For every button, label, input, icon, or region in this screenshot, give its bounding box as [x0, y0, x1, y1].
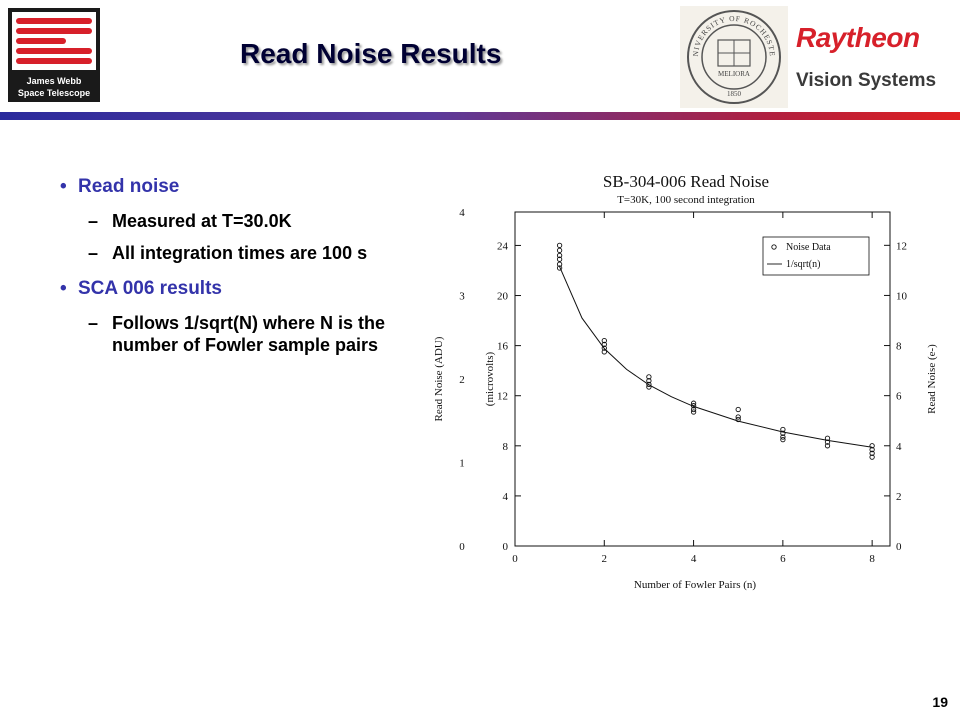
jwst-logo-graphic [12, 12, 96, 70]
noise-data-point [735, 414, 741, 420]
chart-subtitle: T=30K, 100 second integration [617, 194, 755, 206]
sub-bullet-integration: – All integration times are 100 s [88, 243, 368, 263]
y-axis-label-electrons: Read Noise (e-) [926, 344, 938, 414]
y-uv-tick-label: 8 [503, 441, 509, 453]
noise-data-point [869, 454, 875, 460]
noise-data-point [556, 265, 563, 271]
svg-text:MELIORA: MELIORA [718, 70, 750, 78]
noise-data-point [690, 406, 697, 413]
noise-data-point [556, 252, 563, 259]
noise-data-point [824, 439, 831, 445]
fit-curve-line [559, 266, 873, 448]
jwst-logo-line2: Space Telescope [17, 88, 91, 98]
y-uv-tick-label: 0 [503, 541, 509, 553]
sub-bullet-temperature: – Measured at T=30.0K [88, 211, 292, 231]
noise-data-point [601, 349, 607, 355]
x-tick-label: 2 [602, 553, 608, 565]
y-adu-tick-label: 1 [459, 458, 465, 470]
noise-data-point [690, 400, 697, 406]
jwst-logo-line1: James Webb [26, 76, 82, 86]
svg-text:1850: 1850 [727, 90, 742, 98]
x-tick-label: 6 [780, 553, 786, 565]
y-e-tick-label: 8 [896, 341, 902, 353]
noise-data-point [556, 247, 563, 254]
noise-data-point [735, 406, 741, 413]
noise-data-point [780, 430, 786, 436]
jwst-logo: James Webb Space Telescope [8, 8, 100, 102]
noise-data-point [556, 242, 563, 249]
y-adu-tick-label: 2 [459, 374, 465, 386]
y-e-tick-label: 0 [896, 541, 902, 553]
vision-systems-label: Vision Systems [796, 70, 937, 91]
y-adu-tick-label: 4 [459, 207, 465, 219]
noise-data-point [780, 434, 786, 440]
y-uv-tick-label: 12 [497, 391, 508, 403]
noise-data-point [601, 337, 607, 344]
x-tick-label: 0 [512, 553, 518, 565]
header-divider-bar [0, 112, 960, 120]
noise-data-point [735, 416, 741, 423]
noise-data-point [601, 345, 607, 351]
noise-data-point [690, 409, 697, 415]
x-tick-label: 8 [869, 553, 875, 565]
noise-data-point [780, 426, 786, 433]
noise-data-point [824, 443, 831, 449]
y-adu-tick-label: 0 [459, 541, 465, 553]
y-uv-tick-label: 4 [503, 491, 509, 503]
legend-marker-noise-data [771, 244, 777, 250]
plot-frame [514, 211, 891, 547]
y-e-tick-label: 4 [896, 441, 902, 453]
bullet-read-noise: Read noise [60, 176, 400, 198]
legend-box [762, 236, 870, 276]
noise-data-point [869, 450, 875, 456]
x-tick-label: 4 [691, 553, 697, 565]
noise-data-point [646, 381, 652, 388]
legend-label-curve: 1/sqrt(n) [786, 259, 820, 270]
noise-data-point [869, 443, 875, 449]
bullet-list: Read noise –Measured at T=30.0K –All int… [60, 176, 400, 366]
y-e-tick-label: 10 [896, 290, 908, 302]
x-axis-label: Number of Fowler Pairs (n) [634, 579, 757, 591]
read-noise-chart: SB-304-006 Read Noise T=30K, 100 second … [420, 155, 960, 595]
y-e-tick-label: 2 [896, 491, 902, 503]
raytheon-logo: Raytheon [796, 22, 920, 53]
sub-bullet-fowler: – Follows 1/sqrt(N) where N is the number… [88, 313, 386, 355]
noise-data-point [780, 436, 786, 443]
y-uv-tick-label: 16 [497, 341, 509, 353]
noise-data-point [646, 384, 652, 390]
y-e-tick-label: 6 [896, 391, 902, 403]
chart-legend: Noise Data 1/sqrt(n) [762, 236, 870, 276]
chart-title: SB-304-006 Read Noise [603, 172, 769, 191]
y-axis-label-microvolts: (microvolts) [484, 351, 496, 406]
rochester-seal-logo: UNIVERSITY OF ROCHESTER MELIORA 1850 [677, 0, 788, 108]
noise-data-point [556, 261, 563, 267]
noise-data-point [646, 374, 652, 380]
y-e-tick-label: 12 [896, 240, 907, 252]
y-uv-tick-label: 24 [497, 240, 509, 252]
noise-data-point [824, 435, 831, 441]
bullet-sca-results: SCA 006 results [60, 278, 400, 300]
y-uv-tick-label: 20 [497, 291, 509, 303]
noise-data-point [869, 446, 875, 453]
page-title: Read Noise Results [240, 38, 502, 69]
noise-data-point [690, 403, 697, 409]
noise-data-point [646, 378, 652, 384]
y-axis-label-adu: Read Noise (ADU) [433, 336, 445, 421]
legend-label-noise-data: Noise Data [786, 242, 831, 253]
y-adu-tick-label: 3 [459, 291, 465, 303]
noise-data-point [601, 341, 607, 348]
noise-data-point [556, 256, 563, 262]
page-number: 19 [932, 694, 948, 710]
